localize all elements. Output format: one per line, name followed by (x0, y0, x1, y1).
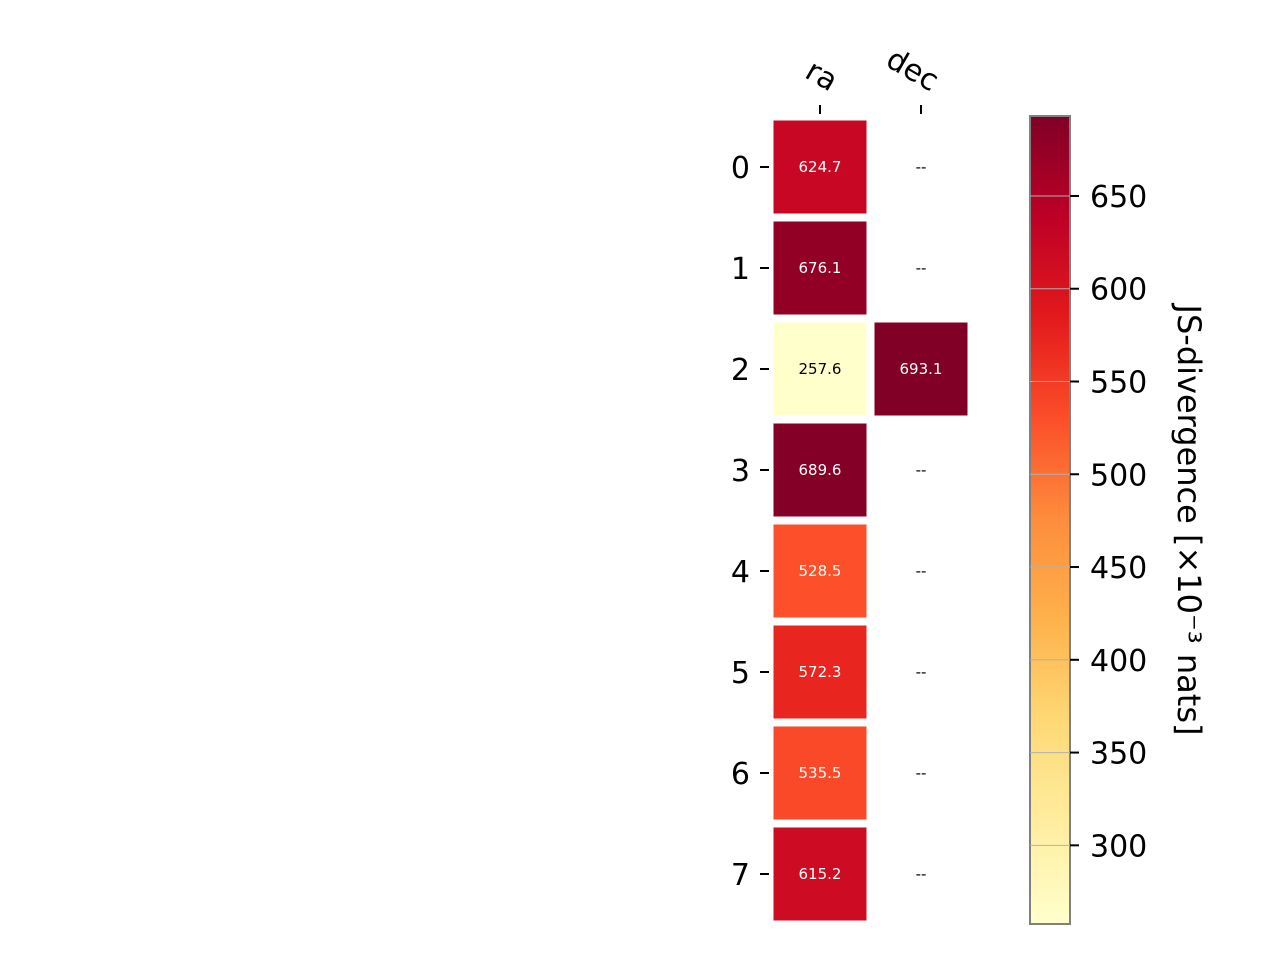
cell-value-label: 615.2 (799, 865, 842, 883)
cell-value-label: 535.5 (799, 764, 842, 782)
cell-value-label: 528.5 (799, 562, 842, 580)
row-label-1: 1 (731, 252, 750, 287)
cell-value-label: 257.6 (799, 360, 842, 378)
colorbar-tick-label: 500 (1090, 458, 1147, 493)
colorbar-tick-label: 400 (1090, 644, 1147, 679)
cell-missing-label: -- (916, 158, 927, 176)
heatmap-cell (773, 827, 867, 921)
row-label-3: 3 (731, 454, 750, 489)
cell-missing-label: -- (916, 865, 927, 883)
cell-missing-label: -- (916, 461, 927, 479)
colorbar-tick-label: 300 (1090, 829, 1147, 864)
colorbar-tick-label: 650 (1090, 180, 1147, 215)
cell-missing-label: -- (916, 663, 927, 681)
cell-missing-label: -- (916, 562, 927, 580)
heatmap-cell (874, 322, 968, 416)
cell-value-label: 689.6 (799, 461, 842, 479)
heatmap-cell (773, 120, 867, 214)
row-label-7: 7 (731, 858, 750, 893)
column-label-dec: dec (880, 42, 944, 99)
colorbar: 300 350 400 450 500 550 600 650 JS-divergence [… (1029, 115, 1208, 925)
cell-missing-label: -- (916, 259, 927, 277)
heatmap-cell (773, 726, 867, 820)
colorbar-tick-label: 450 (1090, 551, 1147, 586)
cell-value-label: 572.3 (799, 663, 842, 681)
column-labels: ra dec (799, 42, 945, 114)
row-label-4: 4 (731, 555, 750, 590)
colorbar-gradient (1029, 115, 1071, 925)
colorbar-tick-label: 350 (1090, 737, 1147, 772)
row-label-6: 6 (731, 757, 750, 792)
heatmap-cell (773, 625, 867, 719)
heatmap-cell (773, 221, 867, 315)
colorbar-ticks: 300 350 400 450 500 550 600 650 (1030, 180, 1147, 864)
heatmap-cell (773, 423, 867, 517)
row-label-5: 5 (731, 656, 750, 691)
row-label-0: 0 (731, 151, 750, 186)
colorbar-tick-label: 600 (1090, 273, 1147, 308)
row-label-2: 2 (731, 353, 750, 388)
row-labels: 0 1 2 3 4 5 6 7 (731, 151, 769, 893)
heatmap-cell (773, 524, 867, 618)
cell-value-label: 693.1 (900, 360, 943, 378)
heatmap-cell (773, 322, 867, 416)
cell-value-label: 624.7 (799, 158, 842, 176)
heatmap-cells: 624.7 -- 676.1 -- 257.6 693.1 689.6 -- 528.5 -- 57… (773, 120, 968, 921)
column-label-ra: ra (799, 53, 843, 99)
cell-value-label: 676.1 (799, 259, 842, 277)
cell-missing-label: -- (916, 764, 927, 782)
colorbar-label: JS-divergence [×10⁻³ nats] (1170, 303, 1208, 736)
colorbar-tick-label: 550 (1090, 365, 1147, 400)
